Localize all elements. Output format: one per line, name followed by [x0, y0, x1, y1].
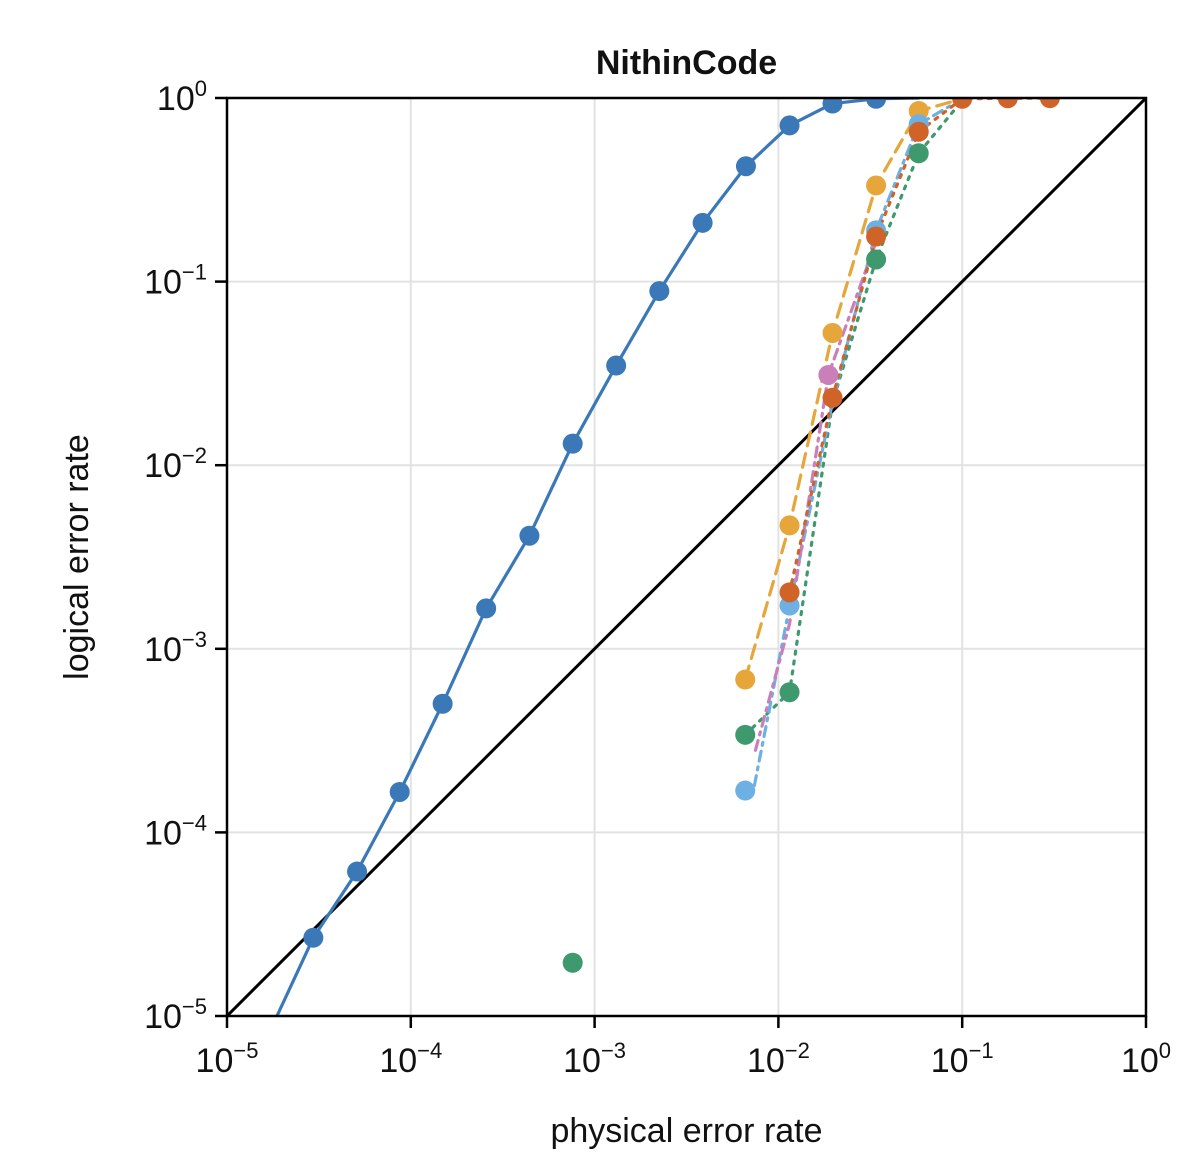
data-point [519, 525, 540, 546]
data-point [692, 212, 713, 233]
data-point [735, 780, 756, 801]
x-tick-label: 10−5 [196, 1038, 259, 1080]
series-line [275, 98, 921, 1016]
data-point [779, 515, 800, 536]
data-point [735, 724, 756, 745]
y-tick-label: 10−4 [144, 810, 207, 852]
series-1-markers [303, 98, 887, 948]
data-point [562, 952, 583, 973]
data-point [476, 598, 497, 619]
series-5 [753, 240, 878, 752]
y-tick-label: 10−1 [144, 260, 207, 302]
data-point [908, 121, 929, 142]
data-point [952, 98, 973, 109]
series-3 [743, 98, 964, 737]
x-axis: 10−5 10−4 10−3 10−2 10−1 100 [196, 1016, 1171, 1080]
data-point [818, 364, 839, 385]
series-line [753, 240, 878, 752]
data-point [303, 927, 324, 948]
y-tick-label: 10−5 [144, 994, 207, 1036]
plot-area [227, 98, 1146, 1016]
data-point [822, 98, 843, 114]
data-point [908, 143, 929, 164]
x-tick-label: 100 [1121, 1038, 1171, 1080]
data-point [779, 582, 800, 603]
axes-frame [225, 96, 1148, 1018]
series-line [752, 98, 964, 788]
data-point [562, 433, 583, 454]
data-point [432, 693, 453, 714]
series-1 [275, 98, 921, 1016]
data-point [779, 115, 800, 136]
x-tick-label: 10−1 [931, 1038, 994, 1080]
series-4 [752, 98, 964, 788]
data-point [1039, 98, 1060, 109]
reference-line [227, 98, 1146, 1016]
series-3-markers [562, 143, 929, 973]
series-6-markers [779, 98, 1060, 603]
data-point [347, 861, 368, 882]
series-5-markers [818, 364, 839, 385]
y-axis: 10−5 10−4 10−3 10−2 10−1 100 [144, 76, 227, 1036]
data-point [866, 226, 887, 247]
x-axis-label: physical error rate [550, 1112, 822, 1150]
x-tick-label: 10−4 [379, 1038, 442, 1080]
data-point [866, 249, 887, 270]
x-tick-label: 10−2 [747, 1038, 810, 1080]
data-point [389, 781, 410, 802]
data-point [779, 682, 800, 703]
x-tick-label: 10−3 [563, 1038, 626, 1080]
data-point [822, 387, 843, 408]
data-point [649, 281, 670, 302]
data-point [997, 98, 1018, 109]
y-tick-label: 100 [157, 76, 207, 118]
chart-title: NithinCode [596, 44, 777, 82]
data-point [866, 175, 887, 196]
series-4-markers [735, 114, 929, 801]
data-point [866, 98, 887, 109]
y-axis-label: logical error rate [58, 434, 96, 680]
y-tick-label: 10−3 [144, 627, 207, 669]
data-point [822, 322, 843, 343]
data-point [735, 156, 756, 177]
y-tick-label: 10−2 [144, 443, 207, 485]
plot-border [225, 96, 1148, 1018]
series-line [743, 98, 964, 737]
data-point [606, 355, 627, 376]
data-point [735, 669, 756, 690]
